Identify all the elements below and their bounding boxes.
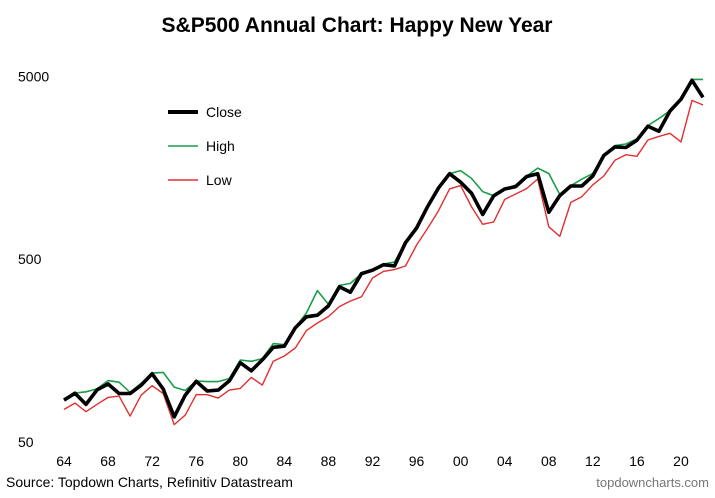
x-tick-label: 80 xyxy=(232,453,248,469)
x-tick-label: 92 xyxy=(365,453,381,469)
x-tick-label: 88 xyxy=(321,453,337,469)
x-tick-label: 64 xyxy=(56,453,72,469)
x-tick-label: 68 xyxy=(100,453,116,469)
x-tick-label: 16 xyxy=(629,453,645,469)
y-tick-label: 500 xyxy=(18,251,42,267)
x-tick-label: 08 xyxy=(541,453,557,469)
y-tick-label: 5000 xyxy=(18,68,49,84)
source-note: Source: Topdown Charts, Refinitiv Datast… xyxy=(6,474,293,490)
series-layer xyxy=(63,78,705,426)
series-line-close xyxy=(63,78,705,419)
brand-watermark: topdowncharts.com xyxy=(596,475,709,490)
x-tick-label: 84 xyxy=(277,453,293,469)
y-tick-label: 50 xyxy=(18,434,34,450)
y-axis-ticks: 50 500 5000 xyxy=(18,68,49,450)
legend-label-close: Close xyxy=(206,104,242,120)
x-tick-label: 96 xyxy=(409,453,425,469)
series-line-low xyxy=(63,99,704,426)
x-tick-label: 00 xyxy=(453,453,469,469)
x-tick-label: 72 xyxy=(144,453,160,469)
x-tick-label: 04 xyxy=(497,453,513,469)
x-tick-label: 12 xyxy=(585,453,601,469)
chart-title: S&P500 Annual Chart: Happy New Year xyxy=(162,14,553,37)
legend-label-high: High xyxy=(206,138,235,154)
x-tick-label: 20 xyxy=(673,453,689,469)
legend-label-low: Low xyxy=(206,172,233,188)
x-axis-ticks: 64 68 72 76 80 84 88 92 96 00 04 08 12 16 20 xyxy=(56,453,689,469)
x-tick-label: 76 xyxy=(188,453,204,469)
series-line-high xyxy=(63,78,703,400)
legend: Close High Low xyxy=(168,104,242,188)
